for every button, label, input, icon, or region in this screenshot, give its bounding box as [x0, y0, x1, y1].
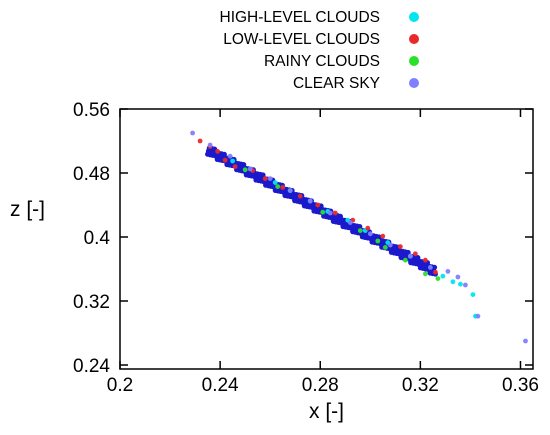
data-point [463, 282, 468, 288]
y-tick-label: 0.32 [73, 292, 110, 313]
data-point [402, 257, 408, 263]
data-point [445, 269, 451, 274]
data-point [262, 176, 268, 182]
data-point [215, 149, 221, 154]
data-point [207, 142, 213, 148]
data-point [455, 274, 461, 280]
data-point [475, 313, 481, 319]
data-point [287, 188, 293, 194]
data-point [227, 153, 233, 159]
data-point [242, 167, 248, 173]
data-point [347, 220, 353, 226]
data-point [190, 130, 195, 136]
data-point [280, 185, 286, 190]
data-points [190, 130, 528, 344]
data-point [315, 202, 321, 208]
data-point [450, 279, 456, 285]
plot-area-frame [119, 108, 534, 370]
y-tick-label: 0.56 [73, 100, 110, 121]
data-point [432, 269, 438, 275]
data-point [382, 245, 388, 250]
data-point [307, 198, 313, 204]
data-point [222, 157, 228, 163]
data-point [230, 158, 236, 164]
core-point [431, 264, 438, 271]
y-tick-label: 0.48 [73, 164, 110, 185]
data-point [435, 276, 441, 281]
data-point [440, 273, 446, 279]
y-tick-label: 0.24 [73, 356, 110, 377]
legend-marker [409, 78, 419, 88]
legend-marker [409, 12, 419, 22]
data-point [387, 242, 393, 248]
legend-label: RAINY CLOUDS [264, 53, 380, 70]
x-tick-label: 0.2 [107, 375, 133, 396]
data-point [375, 238, 381, 244]
data-point [412, 251, 418, 257]
legend-label: LOW-LEVEL CLOUDS [223, 31, 380, 48]
data-point [397, 244, 403, 250]
data-point [297, 193, 303, 199]
data-point [407, 253, 413, 259]
data-point [332, 210, 338, 216]
x-axis-label: x [-] [309, 400, 344, 423]
y-tick-label: 0.4 [84, 228, 111, 249]
data-point [320, 209, 326, 215]
data-point [232, 164, 238, 170]
data-point [470, 292, 476, 297]
x-tick-label: 0.24 [202, 375, 239, 396]
data-point [422, 257, 428, 263]
x-tick-label: 0.36 [502, 375, 539, 396]
data-point [357, 228, 363, 234]
x-tick-label: 0.28 [302, 375, 339, 396]
data-point [197, 138, 203, 144]
data-point [523, 338, 528, 344]
data-point [267, 176, 273, 182]
legend-label: CLEAR SKY [293, 75, 380, 92]
x-tick-label: 0.32 [402, 375, 439, 396]
legend-label: HIGH-LEVEL CLOUDS [220, 9, 381, 26]
data-point [275, 184, 281, 190]
data-point [458, 281, 463, 287]
legend-marker [409, 56, 419, 66]
legend: HIGH-LEVEL CLOUDS LOW-LEVEL CLOUDS RAINY C… [220, 9, 419, 92]
data-point [327, 210, 333, 216]
x-axis-ticks: 0.2 0.24 0.28 0.32 0.36 [107, 109, 539, 396]
data-point [365, 225, 371, 231]
y-axis-ticks: 0.56 0.48 0.4 0.32 0.24 [73, 100, 533, 377]
data-point [380, 233, 386, 239]
data-point [272, 180, 278, 186]
legend-marker [409, 34, 419, 44]
y-axis-label: z [-] [10, 198, 45, 221]
data-point [247, 166, 253, 172]
data-point [422, 271, 428, 277]
data-point [427, 265, 433, 270]
data-point [367, 231, 373, 237]
